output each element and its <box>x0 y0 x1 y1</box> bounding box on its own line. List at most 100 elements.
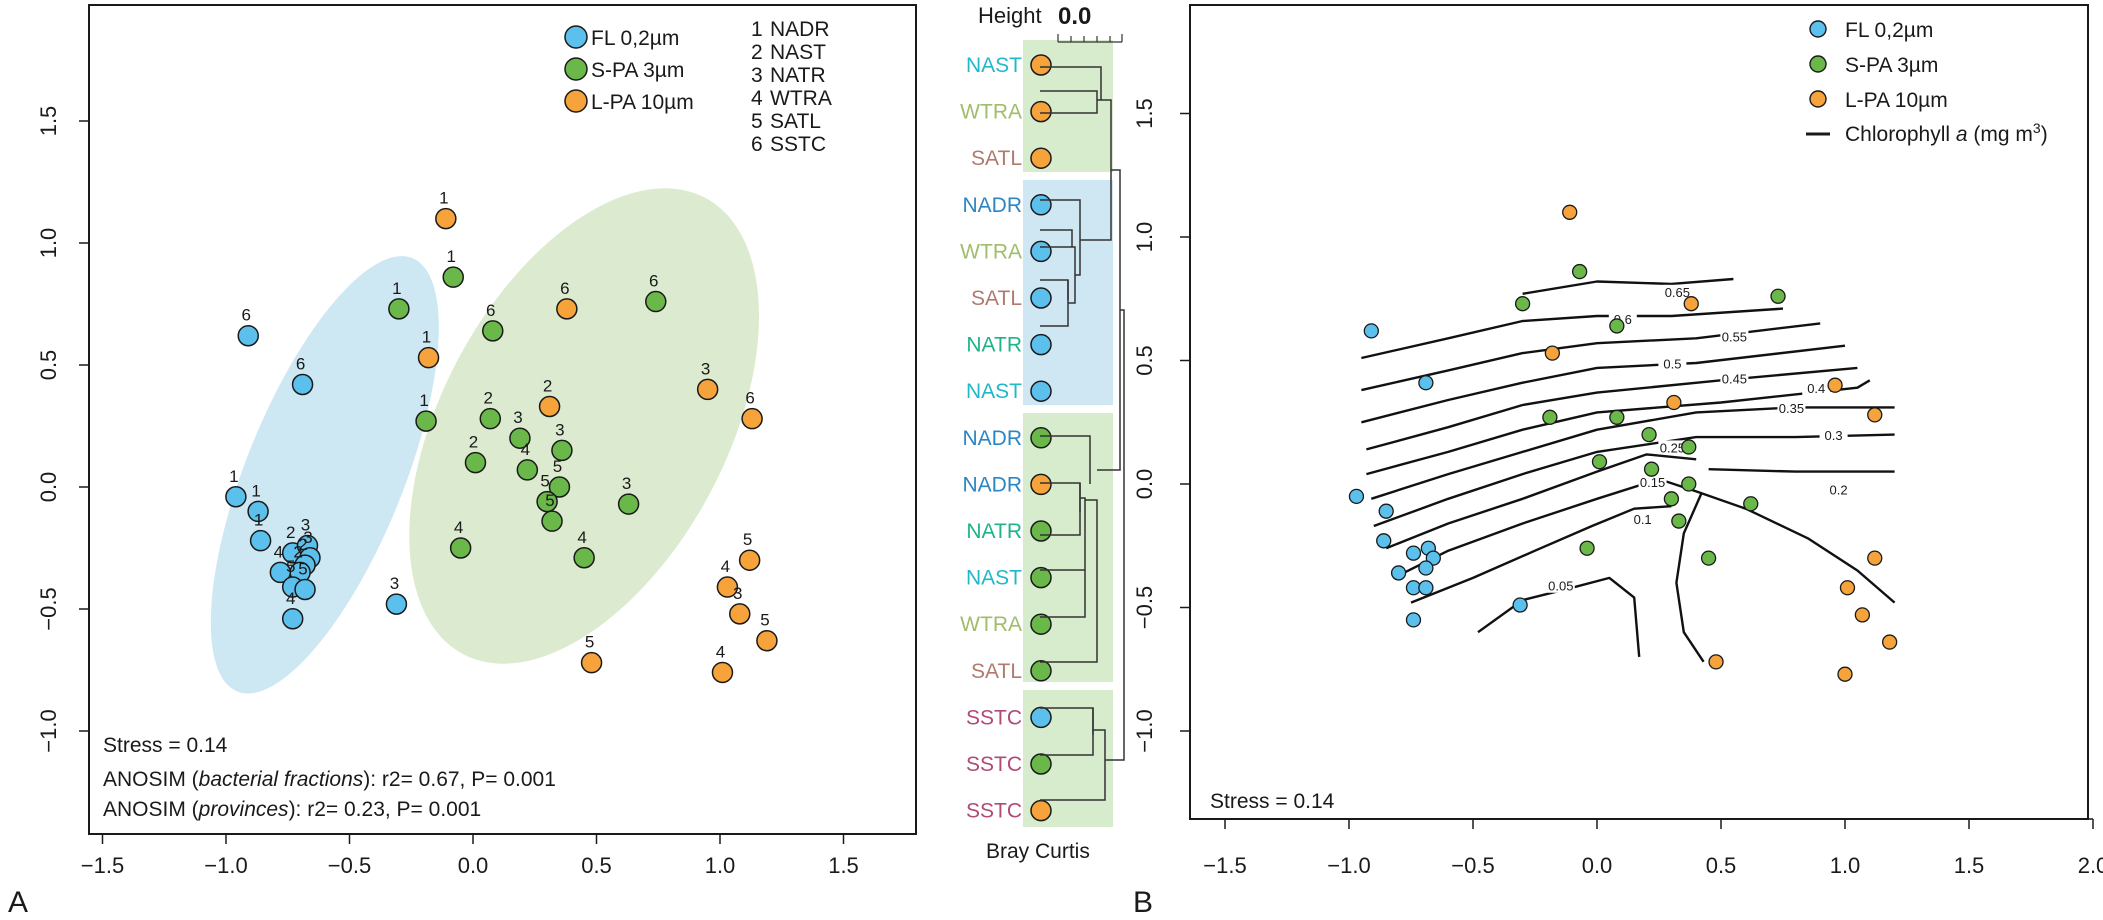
dendro-leaf-label: WTRA <box>960 613 1022 636</box>
dendro-height-scale <box>1057 34 1123 43</box>
point-lpa <box>556 298 578 320</box>
chlorophyll-legend-label: Chlorophyll a (mg m3) <box>1845 120 2048 146</box>
contour-label: 0.35 <box>1779 401 1804 416</box>
dendro-leaf-point-lpa <box>1030 54 1052 76</box>
legend-label-lpa: L-PA 10µm <box>1845 89 1948 112</box>
point-spa <box>482 320 504 342</box>
point-province-label: 3 <box>555 420 564 439</box>
contour-label-bg <box>1819 428 1848 443</box>
point-spa <box>1609 409 1625 425</box>
point-lpa <box>538 395 561 418</box>
x-tick-label: −1.0 <box>204 853 247 878</box>
panel-b: 0.650.60.550.50.450.40.350.30.250.20.150… <box>1132 4 2103 919</box>
point-province-label: 4 <box>274 542 283 561</box>
point-lpa <box>417 346 440 369</box>
legend-label-spa: S-PA 3µm <box>1845 54 1938 77</box>
point-spa <box>1591 454 1608 470</box>
y-tick-label: 1.5 <box>1132 98 1157 129</box>
point-spa <box>442 266 464 288</box>
dendrogram: NAST WTRA SATL NADR WTRA SATL NATR NAST NADR NADR… <box>960 3 1125 863</box>
panel-b-legend: FL 0,2µm S-PA 3µm L-PA 10µm <box>1809 19 1948 112</box>
point-province-label: 6 <box>649 272 658 291</box>
dendro-leaf-label: SSTC <box>966 706 1022 729</box>
dendro-leaf-label: SSTC <box>966 753 1022 776</box>
point-spa <box>464 451 487 474</box>
x-tick-label: 1.0 <box>1830 853 1861 878</box>
point-spa <box>1743 496 1759 512</box>
legend-symbol-lpa <box>1809 90 1827 108</box>
point-spa <box>1514 296 1531 312</box>
y-tick-label: 1.0 <box>36 228 61 259</box>
dendro-leaf-point-lpa <box>1030 100 1052 123</box>
province-name-natr: NATR <box>770 64 826 87</box>
point-lpa <box>1683 296 1699 312</box>
point-fl <box>1405 612 1422 628</box>
dendro-leaf-label: NATR <box>966 334 1022 357</box>
province-name-nadr: NADR <box>770 18 830 41</box>
point-lpa <box>580 651 603 674</box>
dendro-leaf-label: SSTC <box>966 800 1022 823</box>
x-tick-label: −0.5 <box>1451 853 1494 878</box>
contour-label-bg <box>1802 381 1831 396</box>
y-tick-label: −1.0 <box>1132 709 1157 752</box>
contour-label-bg <box>1628 512 1657 527</box>
contour-label: 0.2 <box>1830 482 1848 497</box>
point-fl <box>1418 560 1434 576</box>
panel-a-anosim-fractions: ANOSIM (bacterial fractions): r2= 0.67, … <box>103 768 556 791</box>
panel-a-letter: A <box>8 886 28 919</box>
dendro-leaf-label: NADR <box>962 473 1022 496</box>
y-tick-label: 0.5 <box>1132 345 1157 376</box>
dendro-leaf-point-fl <box>1030 287 1052 309</box>
point-lpa <box>1562 204 1578 220</box>
point-fl <box>385 593 408 615</box>
contour-label: 0.55 <box>1722 329 1747 344</box>
point-spa <box>573 547 595 569</box>
x-tick-label: 0.0 <box>458 853 489 878</box>
point-lpa <box>738 549 761 571</box>
point-province-label: 2 <box>293 542 302 561</box>
y-tick-label: 0.0 <box>36 472 61 503</box>
legend-label-lpa: L-PA 10µm <box>591 91 694 114</box>
legend-label-fl: FL 0,2µm <box>1845 19 1933 42</box>
y-tick-label: −0.5 <box>1132 586 1157 629</box>
point-fl <box>1378 503 1394 519</box>
dendro-leaf-point-spa <box>1030 566 1052 589</box>
point-spa <box>1643 461 1660 477</box>
dendro-leaf-point-fl <box>1030 706 1052 729</box>
contour-label-bg <box>1658 356 1687 371</box>
point-lpa <box>1708 654 1724 670</box>
dendro-leaf-point-spa <box>1030 753 1052 775</box>
contour-line <box>1410 505 1672 604</box>
point-lpa <box>1839 580 1856 596</box>
point-province-label: 6 <box>745 389 754 408</box>
point-spa <box>1671 513 1687 529</box>
y-tick-label: −1.0 <box>36 709 61 752</box>
point-province-label: 6 <box>486 301 495 320</box>
point-fl <box>1363 323 1379 339</box>
point-lpa <box>741 407 763 430</box>
contour-line <box>1361 307 1784 360</box>
point-spa <box>1681 439 1697 455</box>
point-lpa <box>1666 394 1682 411</box>
panel-a-stress: Stress = 0.14 <box>103 734 228 757</box>
contour-label: 0.5 <box>1663 356 1681 371</box>
point-lpa <box>1854 607 1871 623</box>
point-lpa <box>1881 634 1898 650</box>
province-number: 6 <box>751 133 763 156</box>
dendro-leaf-point-fl <box>1030 194 1052 216</box>
contour-line <box>1373 433 1895 528</box>
province-number: 4 <box>751 87 763 110</box>
point-province-label: 5 <box>540 472 549 491</box>
point-fl <box>249 529 272 552</box>
legend-symbol-lpa <box>564 89 588 113</box>
point-lpa <box>756 629 778 652</box>
dendro-leaf-point-spa <box>1030 613 1052 635</box>
x-tick-label: 1.5 <box>1954 853 1985 878</box>
x-tick-label: −0.5 <box>328 853 371 878</box>
point-fl <box>1376 533 1392 549</box>
x-tick-label: −1.5 <box>81 853 124 878</box>
point-province-label: 6 <box>241 306 250 325</box>
dendro-leaf-label: WTRA <box>960 101 1022 124</box>
dendro-leaf-label: NAST <box>966 380 1022 403</box>
